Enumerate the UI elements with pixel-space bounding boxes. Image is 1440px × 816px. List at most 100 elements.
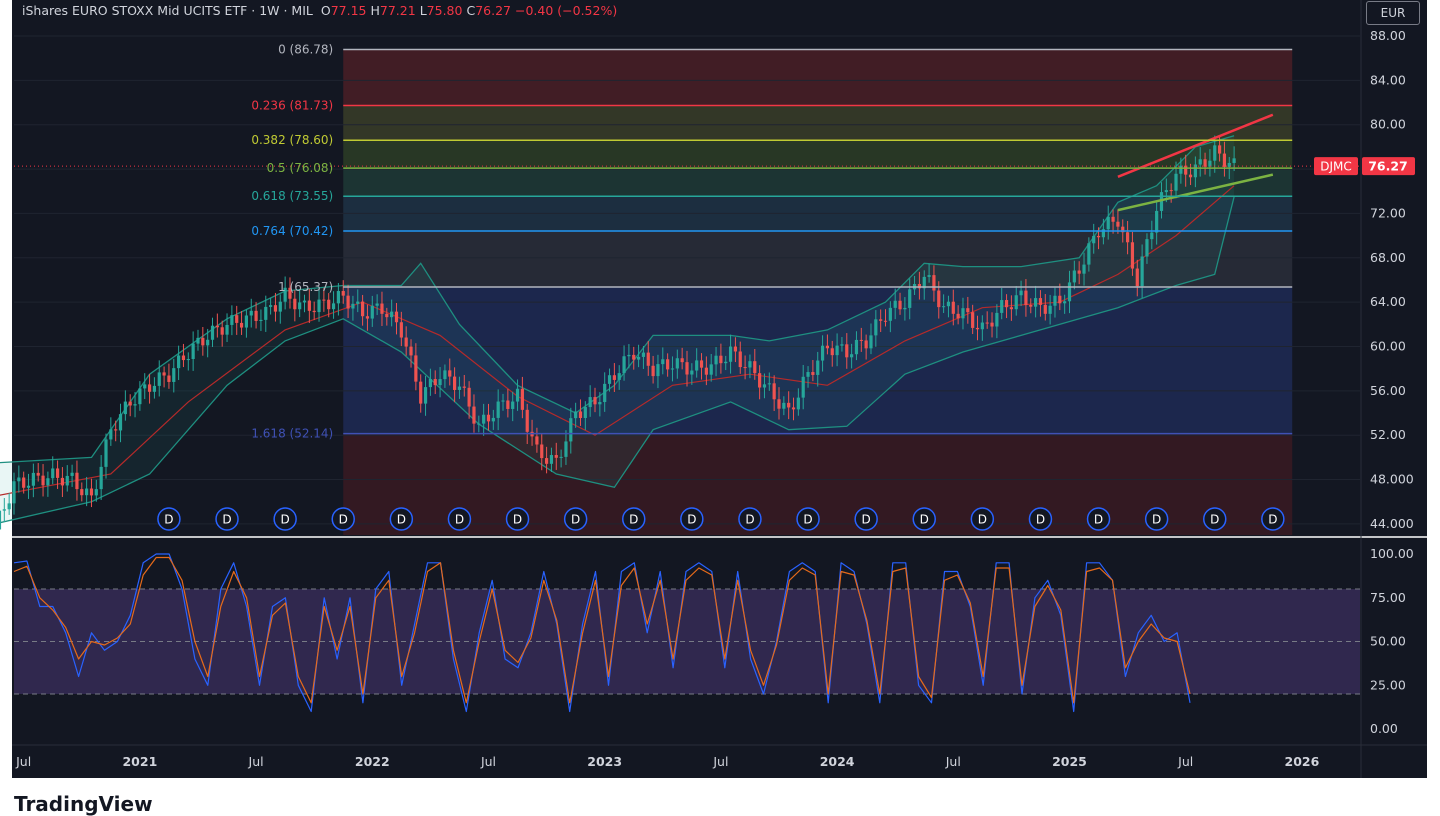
candle-body [89,488,94,496]
axes: 88.0084.0080.0076.0072.0068.0064.0060.00… [12,0,1427,778]
candle-body [133,404,137,406]
candle-body [796,397,800,410]
price-tag-value-bg [1362,157,1415,176]
candle-body [80,489,84,496]
candle-body [869,335,873,349]
candle-body [511,401,515,409]
fib-level-label: 0 (86.78) [278,43,333,57]
dividend-marker [215,507,239,531]
candle-body [375,303,379,306]
candle-body [588,397,592,408]
dividend-marker [1028,507,1053,531]
candle-body [361,301,365,317]
candle-body [787,402,791,408]
candle-body [772,383,776,400]
dividend-marker [389,507,414,531]
candle-body [641,352,646,357]
dividend-marker [970,507,995,531]
candle-body [428,379,432,388]
candle-body [632,354,636,360]
candle-body [1203,159,1207,167]
candle-body [220,327,224,335]
price-tick-label: 60.00 [1370,338,1406,353]
candle-body [888,307,892,321]
ohlc-values: O77.15 H77.21 L75.80 C76.27 [317,3,515,18]
candle-body [147,384,152,392]
dividend-label: D [687,513,696,527]
bollinger-lower [0,196,1235,524]
candle-body [607,375,612,384]
candle-body [559,456,563,458]
candle-body [1111,216,1115,222]
time-tick-label: 2025 [1052,754,1087,769]
price-change: −0.40 (−0.52%) [514,3,618,18]
candle-body [36,472,40,476]
dividend-label: D [571,513,580,527]
candle-body [85,488,89,496]
dividend-label: D [222,513,231,527]
dividend-marker [505,507,530,531]
candle-body [956,313,960,319]
price-tag-symbol-bg [1314,157,1358,176]
stoch-d-line [13,556,1191,704]
dividend-label: D [1036,513,1045,527]
candle-body [181,355,186,361]
candle-body [22,477,26,488]
ohlc-h: H77.21 [370,3,416,18]
candle-body [835,345,839,356]
currency-button[interactable]: EUR [1366,1,1420,25]
candle-body [1193,164,1197,178]
dividend-label: D [455,513,464,527]
candle-body [433,379,437,386]
candle-body [1019,290,1023,296]
candle-body [1140,256,1144,287]
candle-body [612,375,616,380]
candle-body [985,322,989,324]
chart-title: iShares EURO STOXX Mid UCITS ETF · 1W · … [22,3,313,18]
candle-body [801,376,805,398]
fib-level-label: 0.618 (73.55) [251,189,333,203]
candle-body [1082,264,1086,274]
candle-body [230,315,234,325]
candle-body [467,387,471,407]
candle-body [593,397,597,405]
candle-body [951,301,955,314]
candle-body [123,401,127,415]
candle-body [724,361,728,364]
dividend-label: D [862,513,871,527]
candle-body [501,400,505,402]
time-tick-label: 2024 [820,754,855,769]
candle-body [859,339,863,341]
candle-body [215,325,219,328]
candle-body [186,359,190,361]
candle-body [1213,145,1217,161]
candle-body [55,468,60,478]
candle-body [152,385,157,392]
candle-body [1087,243,1091,265]
candle-body [816,360,820,375]
candle-body [777,399,781,409]
candle-body [312,310,316,313]
price-tag-symbol: DJMC [1320,160,1352,174]
candle-body [99,466,103,490]
candle-body [31,472,35,486]
dividend-marker [273,507,297,531]
candle-body [549,455,554,464]
candle-body [496,401,500,418]
candle-body [806,372,810,377]
candle-body [617,373,621,380]
fib-level-label: 0.5 (76.08) [267,161,334,175]
candle-body [515,388,520,402]
grid [14,35,1360,525]
candle-body [535,436,539,445]
candle-body [244,315,249,328]
candle-body [51,468,55,479]
candle-body [883,320,888,322]
fib-lines: 0 (86.78) 0.236 (81.73) 0.382 (78.60) 0.5 (… [251,43,1293,441]
candle-body [850,354,854,358]
candle-body [167,375,171,382]
fib-zone [343,49,1293,106]
candle-body [1034,298,1038,307]
